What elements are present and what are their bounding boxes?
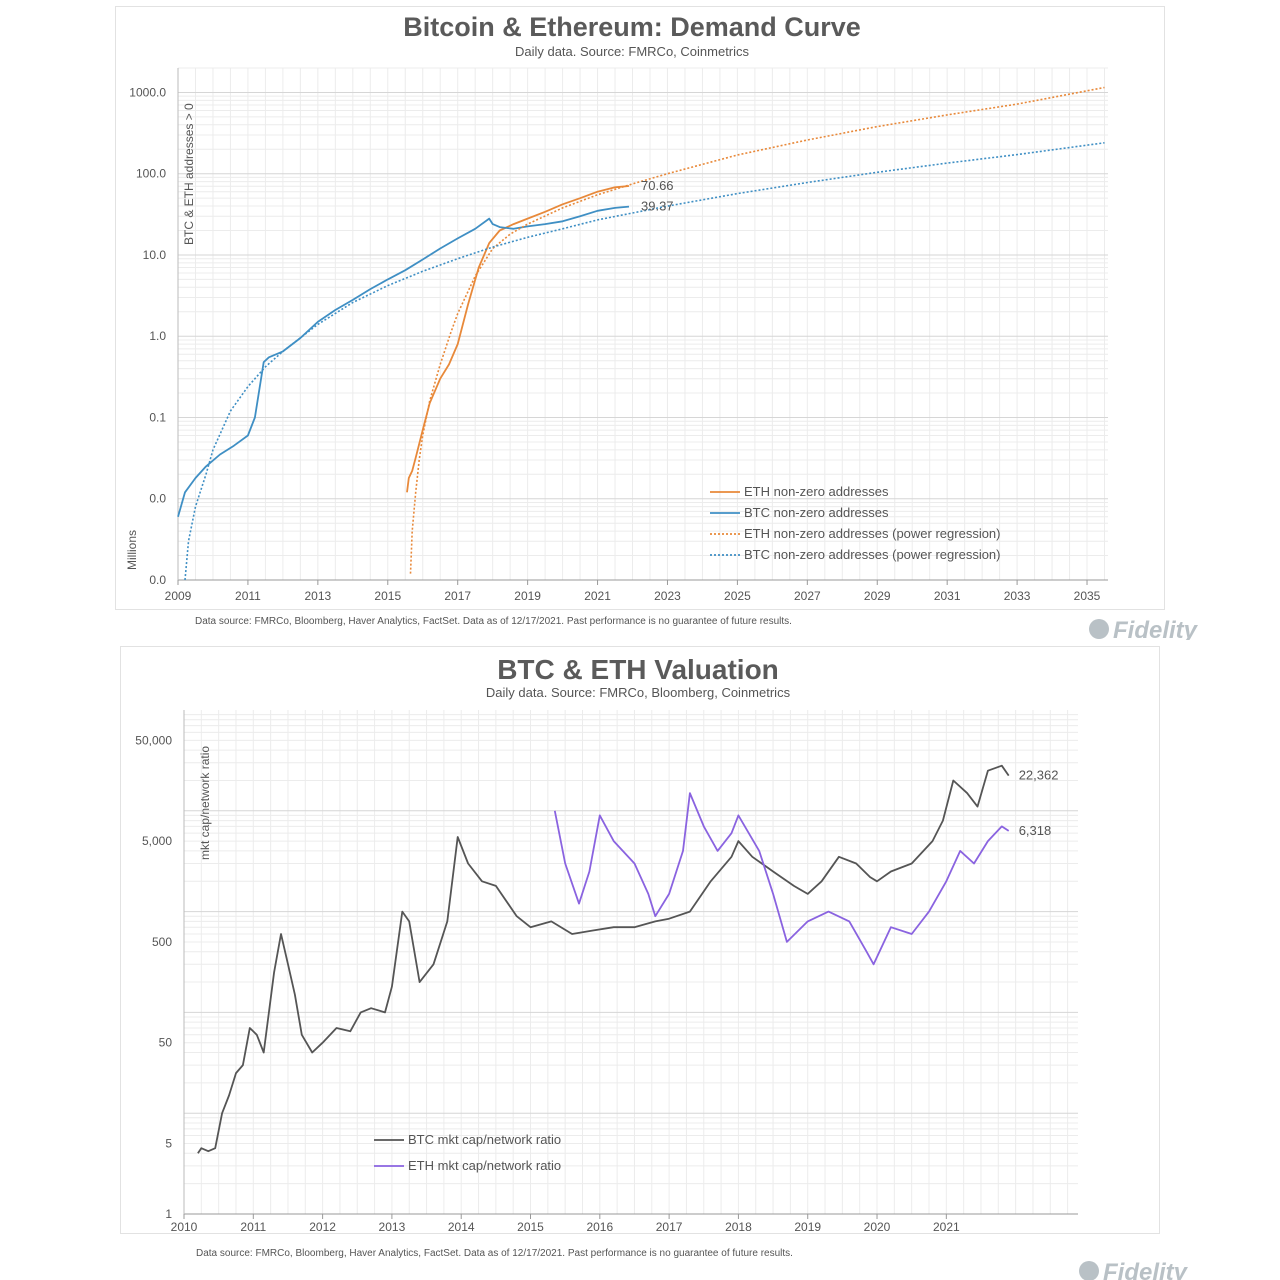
x-tick-label: 2010 bbox=[171, 1220, 198, 1234]
footnote: Data source: FMRCo, Bloomberg, Haver Ana… bbox=[195, 616, 792, 627]
legend-entry: ETH mkt cap/network ratio bbox=[408, 1158, 561, 1173]
y-tick-label: 5 bbox=[165, 1137, 172, 1151]
y-tick-label: 50,000 bbox=[135, 733, 172, 747]
x-tick-label: 2009 bbox=[165, 589, 192, 603]
end-labels: 22,362 6,318 bbox=[1019, 768, 1059, 838]
y-axis-label-top: BTC & ETH addresses > 0 bbox=[182, 103, 196, 245]
y-axis: 1 5 50 500 5,000 50,000 bbox=[135, 733, 172, 1221]
legend: BTC mkt cap/network ratio ETH mkt cap/net… bbox=[374, 1132, 561, 1173]
x-tick-label: 2017 bbox=[656, 1220, 683, 1234]
chart-title: Bitcoin & Ethereum: Demand Curve bbox=[403, 12, 861, 42]
fidelity-logo: Fidelity bbox=[1079, 1259, 1189, 1280]
demand-curve-chart: Bitcoin & Ethereum: Demand Curve Daily d… bbox=[125, 12, 1199, 640]
x-tick-label: 2017 bbox=[444, 589, 471, 603]
x-tick-label: 2013 bbox=[304, 589, 331, 603]
series-lines bbox=[177, 86, 1105, 581]
end-value-label: 70.66 bbox=[641, 178, 674, 193]
x-tick-label: 2018 bbox=[725, 1220, 752, 1234]
x-tick-label: 2015 bbox=[374, 589, 401, 603]
x-tick-label: 2019 bbox=[514, 589, 541, 603]
x-tick-label: 2014 bbox=[448, 1220, 475, 1234]
series-line-1 bbox=[177, 205, 630, 518]
x-axis: 2010 2011 2012 2013 2014 2015 2016 2017 2018 2019… bbox=[171, 1214, 960, 1234]
x-tick-label: 2013 bbox=[379, 1220, 406, 1234]
legend-entry: BTC mkt cap/network ratio bbox=[408, 1132, 561, 1147]
legend-entry: BTC non-zero addresses bbox=[744, 505, 889, 520]
legend: ETH non-zero addresses BTC non-zero addre… bbox=[710, 484, 1001, 562]
x-tick-label: 2035 bbox=[1074, 589, 1101, 603]
y-tick-label: 100.0 bbox=[136, 167, 166, 181]
end-value-label: 39.37 bbox=[641, 199, 674, 214]
y-tick-label: 500 bbox=[152, 935, 172, 949]
y-tick-label: 0.1 bbox=[149, 410, 166, 424]
logo-text: Fidelity bbox=[1113, 617, 1199, 640]
x-tick-label: 2033 bbox=[1004, 589, 1031, 603]
grid bbox=[183, 710, 1078, 1215]
logo-mark-icon bbox=[1079, 1261, 1099, 1280]
x-tick-label: 2020 bbox=[864, 1220, 891, 1234]
series-line-3 bbox=[184, 142, 1105, 581]
x-tick-label: 2031 bbox=[934, 589, 961, 603]
chart-title: BTC & ETH Valuation bbox=[497, 654, 779, 685]
y-tick-label: 50 bbox=[159, 1036, 173, 1050]
x-tick-label: 2012 bbox=[309, 1220, 336, 1234]
x-tick-label: 2023 bbox=[654, 589, 681, 603]
x-tick-label: 2029 bbox=[864, 589, 891, 603]
y-tick-label: 1 bbox=[165, 1207, 172, 1221]
x-tick-label: 2025 bbox=[724, 589, 751, 603]
chart-subtitle: Daily data. Source: FMRCo, Bloomberg, Co… bbox=[486, 685, 791, 700]
legend-entry: BTC non-zero addresses (power regression… bbox=[744, 547, 1001, 562]
y-tick-label: 0.0 bbox=[149, 573, 166, 587]
logo-text: Fidelity bbox=[1103, 1259, 1189, 1280]
x-tick-label: 2021 bbox=[933, 1220, 960, 1234]
series-lines bbox=[197, 764, 1010, 1154]
y-tick-label: 0.0 bbox=[149, 492, 166, 506]
chart-subtitle: Daily data. Source: FMRCo, Coinmetrics bbox=[515, 44, 750, 59]
end-value-label: 22,362 bbox=[1019, 768, 1059, 783]
x-tick-label: 2015 bbox=[517, 1220, 544, 1234]
x-axis: 2009 2011 2013 2015 2017 2019 2021 2023 2025 2027… bbox=[165, 580, 1101, 603]
x-tick-label: 2019 bbox=[794, 1220, 821, 1234]
footnote: Data source: FMRCo, Bloomberg, Haver Ana… bbox=[196, 1248, 793, 1259]
series-line-0 bbox=[197, 764, 1010, 1154]
y-axis: 0.0 0.0 0.1 1.0 10.0 100.0 1000.0 bbox=[129, 85, 166, 587]
x-tick-label: 2027 bbox=[794, 589, 821, 603]
y-tick-label: 1.0 bbox=[149, 329, 166, 343]
y-tick-label: 5,000 bbox=[142, 834, 172, 848]
demand-curve-panel bbox=[115, 6, 1165, 610]
series-line-1 bbox=[553, 792, 1010, 966]
y-axis-label: mkt cap/network ratio bbox=[198, 746, 212, 860]
y-axis-label-left: Millions bbox=[125, 530, 139, 570]
x-tick-label: 2011 bbox=[235, 589, 261, 603]
end-value-label: 6,318 bbox=[1019, 823, 1052, 838]
fidelity-logo: Fidelity bbox=[1089, 617, 1199, 640]
grid bbox=[177, 67, 1108, 581]
x-tick-label: 2021 bbox=[584, 589, 611, 603]
x-tick-label: 2016 bbox=[586, 1220, 613, 1234]
end-labels: 70.66 39.37 bbox=[641, 178, 674, 214]
legend-entry: ETH non-zero addresses (power regression… bbox=[744, 526, 1001, 541]
logo-mark-icon bbox=[1089, 619, 1109, 639]
legend-entry: ETH non-zero addresses bbox=[744, 484, 889, 499]
x-tick-label: 2011 bbox=[240, 1220, 266, 1234]
y-tick-label: 10.0 bbox=[143, 248, 167, 262]
y-tick-label: 1000.0 bbox=[129, 85, 166, 99]
series-line-0 bbox=[406, 185, 630, 493]
